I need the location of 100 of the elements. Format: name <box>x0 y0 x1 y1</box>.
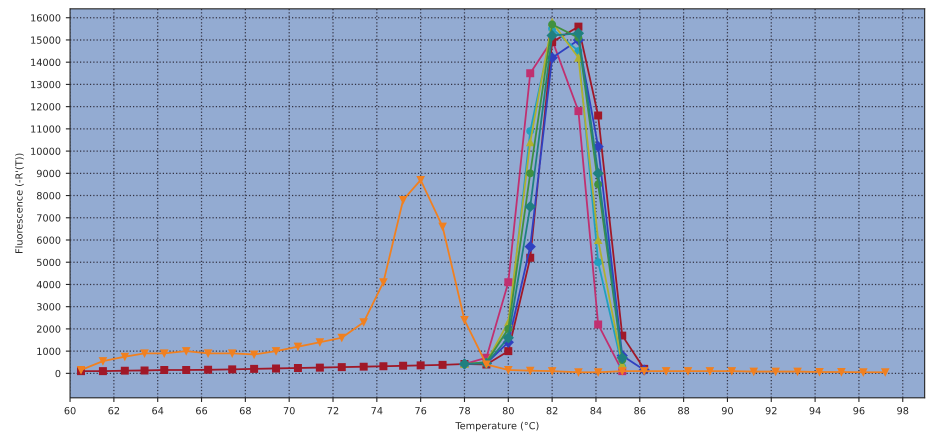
point <box>379 362 388 370</box>
point <box>616 352 628 364</box>
x-tick-label: 66 <box>196 407 208 414</box>
point <box>228 365 236 374</box>
point <box>524 241 536 252</box>
point <box>526 169 534 178</box>
x-tick-label: 92 <box>766 407 776 414</box>
x-tick-label: 78 <box>459 407 470 414</box>
point <box>574 107 582 116</box>
point <box>338 363 346 372</box>
point <box>98 357 107 366</box>
point <box>594 320 602 328</box>
point <box>594 258 602 266</box>
point <box>204 366 212 374</box>
point <box>750 368 758 376</box>
x-tick-label: 82 <box>546 407 558 414</box>
point <box>526 69 534 78</box>
point <box>272 364 280 372</box>
point <box>272 347 280 356</box>
point <box>182 366 190 374</box>
x-tick-label: 84 <box>590 407 602 414</box>
point <box>837 368 846 376</box>
point <box>294 342 302 351</box>
point <box>573 28 584 39</box>
point <box>98 367 107 376</box>
point <box>438 222 447 231</box>
point <box>594 368 602 376</box>
x-tick-label: 96 <box>853 407 864 414</box>
y-tick-label: 12000 <box>31 103 60 110</box>
y-tick-label: 8000 <box>36 192 60 200</box>
point <box>316 364 324 372</box>
x-tick-label: 68 <box>240 407 251 414</box>
point <box>546 30 558 41</box>
point <box>360 318 368 326</box>
point <box>594 236 602 244</box>
y-tick-label: 4000 <box>36 280 60 288</box>
y-tick-label: 2000 <box>36 325 60 333</box>
x-tick-label: 90 <box>722 407 733 414</box>
x-tick-label: 76 <box>415 407 426 414</box>
point <box>120 366 129 375</box>
point <box>594 112 602 120</box>
point <box>524 201 536 212</box>
point <box>160 349 168 358</box>
point <box>360 362 368 371</box>
point <box>120 352 129 361</box>
x-tick-label: 64 <box>152 407 164 414</box>
x-tick-label: 74 <box>371 407 382 414</box>
point <box>379 278 388 286</box>
y-tick-label: 13000 <box>31 80 60 88</box>
point <box>140 349 149 358</box>
point <box>772 368 780 376</box>
point <box>684 367 692 376</box>
x-tick-label: 72 <box>328 407 338 414</box>
point <box>548 20 556 28</box>
point <box>250 350 258 358</box>
y-tick-label: 7000 <box>37 214 60 222</box>
y-tick-label: 3000 <box>37 303 60 311</box>
point <box>526 138 534 146</box>
y-tick-label: 16000 <box>31 14 60 22</box>
point <box>416 176 425 184</box>
point <box>592 168 604 179</box>
point <box>160 366 168 374</box>
point <box>548 367 556 376</box>
y-tick-label: 6000 <box>36 236 60 244</box>
y-tick-label: 1000 <box>37 348 60 355</box>
point <box>140 366 149 374</box>
x-tick-label: 80 <box>502 407 514 414</box>
point <box>438 360 447 369</box>
y-tick-label: 9000 <box>36 170 60 178</box>
point <box>706 367 714 376</box>
x-tick-label: 88 <box>678 407 690 414</box>
point <box>204 349 212 358</box>
point <box>502 332 514 344</box>
point <box>728 367 736 376</box>
point <box>399 362 408 370</box>
point <box>881 368 890 376</box>
point <box>460 316 468 324</box>
y-tick-label: 0 <box>55 370 60 378</box>
point <box>504 366 512 374</box>
point <box>338 334 346 342</box>
point <box>526 366 534 375</box>
point <box>250 364 258 373</box>
point <box>182 347 190 356</box>
x-tick-label: 98 <box>897 407 908 414</box>
y-tick-label: 14000 <box>31 58 60 66</box>
point <box>399 196 408 204</box>
point <box>794 368 802 376</box>
point <box>416 361 425 370</box>
y-axis-title: Fluorescence (-R'(T)) <box>15 154 24 253</box>
point <box>574 368 582 376</box>
x-tick-label: 86 <box>634 407 646 414</box>
point <box>504 347 512 356</box>
x-axis-title: Temperature (°C) <box>455 422 538 432</box>
x-tick-label: 94 <box>810 407 821 414</box>
point <box>859 368 868 376</box>
x-tick-label: 62 <box>108 407 120 414</box>
y-tick-label: 15000 <box>31 36 60 44</box>
x-tick-label: 70 <box>284 407 295 414</box>
y-tick-label: 10000 <box>31 148 60 155</box>
point <box>504 278 512 286</box>
